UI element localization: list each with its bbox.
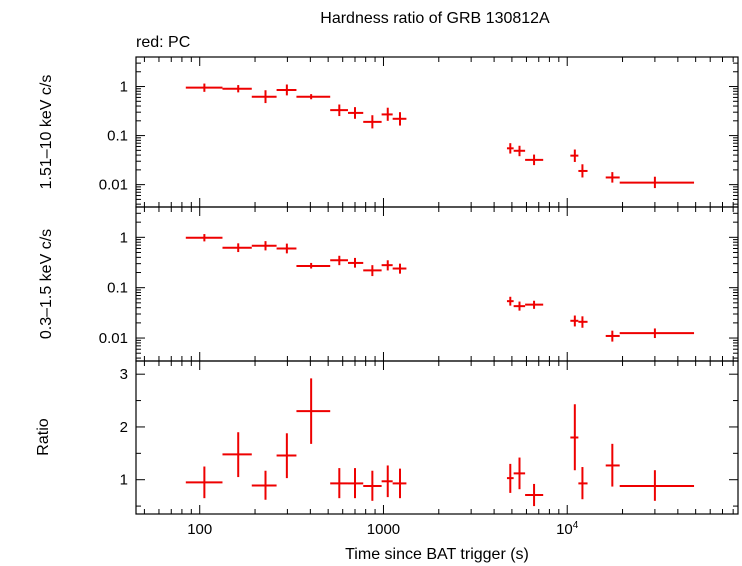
y-tick-label: 0.01 bbox=[99, 177, 128, 194]
y-tick-label: 0.1 bbox=[107, 280, 128, 297]
panel-frame bbox=[135, 56, 739, 208]
x-tick-label: 100 bbox=[187, 521, 212, 538]
y-tick-label: 1 bbox=[120, 229, 128, 246]
x-axis-label: Time since BAT trigger (s) bbox=[345, 546, 529, 563]
y-axis-label: 0.3–1.5 keV c/s bbox=[38, 229, 55, 339]
panel-frame bbox=[135, 360, 739, 515]
y-tick-label: 2 bbox=[120, 419, 128, 436]
legend-label: red: PC bbox=[136, 34, 190, 51]
chart-title: Hardness ratio of GRB 130812A bbox=[320, 10, 550, 27]
x-tick-label: 1000 bbox=[367, 521, 400, 538]
y-axis-label: 1.51–10 keV c/s bbox=[38, 75, 55, 190]
panel-frame bbox=[135, 206, 739, 362]
y-tick-label: 1 bbox=[120, 79, 128, 96]
y-tick-label: 3 bbox=[120, 366, 128, 383]
y-tick-label: 1 bbox=[120, 472, 128, 489]
panel-ratio: Ratio 1 2 3 100 1000 104 bbox=[35, 360, 739, 538]
y-axis-label: Ratio bbox=[35, 418, 52, 455]
y-tick-label: 0.01 bbox=[99, 330, 128, 347]
y-tick-label: 0.1 bbox=[107, 128, 128, 145]
x-tick-label: 104 bbox=[556, 520, 579, 538]
panel-hard-band: 1.51–10 keV c/s 1 0.1 0.01 bbox=[38, 56, 739, 208]
panel-soft-band: 0.3–1.5 keV c/s 1 0.1 0.01 bbox=[38, 206, 739, 362]
